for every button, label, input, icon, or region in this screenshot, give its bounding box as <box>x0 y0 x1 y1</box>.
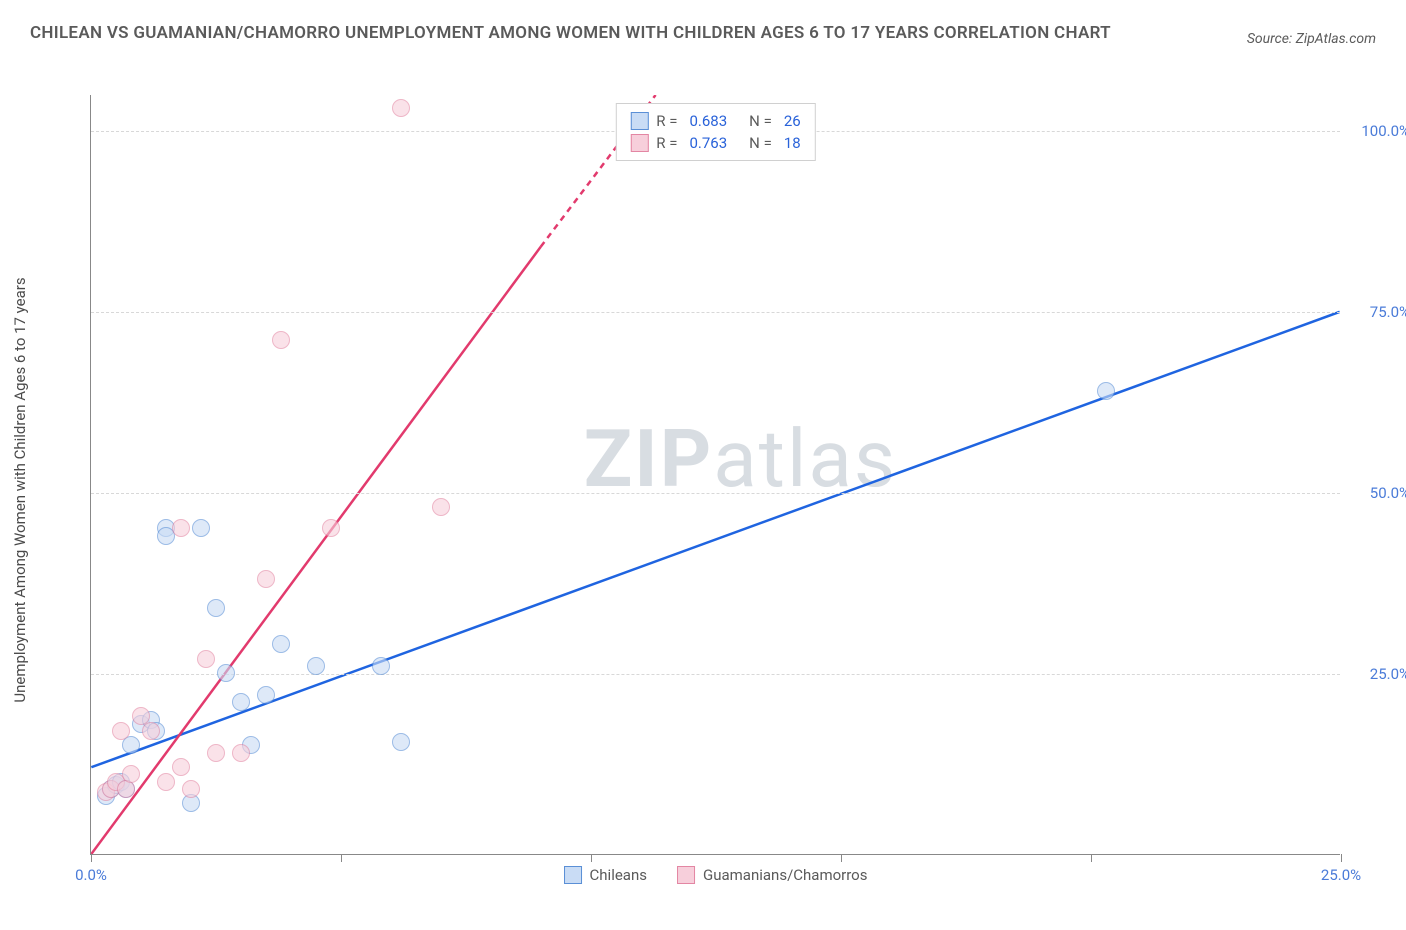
y-tick-label: 50.0% <box>1370 484 1406 502</box>
legend-stat-row: R = 0.683 N = 26 <box>630 110 800 132</box>
trend-line <box>91 247 540 854</box>
scatter-point <box>1097 382 1115 400</box>
x-tick <box>341 854 342 862</box>
legend-r-label: R = <box>656 112 677 130</box>
x-tick <box>591 854 592 862</box>
legend-stats-box: R = 0.683 N = 26 R = 0.763 N = 18 <box>615 103 815 161</box>
scatter-point <box>192 519 210 537</box>
chart-title: CHILEAN VS GUAMANIAN/CHAMORRO UNEMPLOYME… <box>30 20 1111 47</box>
legend-r-value: 0.683 <box>689 112 727 130</box>
scatter-point <box>207 599 225 617</box>
scatter-point <box>182 780 200 798</box>
scatter-point <box>432 498 450 516</box>
legend-r-value: 0.763 <box>689 134 727 152</box>
legend-series: Chileans Guamanians/Chamorros <box>564 866 868 884</box>
legend-swatch <box>677 866 695 884</box>
legend-n-label: N = <box>749 134 772 152</box>
trend-lines-layer <box>91 95 1340 854</box>
scatter-point <box>142 722 160 740</box>
legend-swatch <box>564 866 582 884</box>
scatter-point <box>197 650 215 668</box>
legend-series-item: Chileans <box>564 866 647 884</box>
x-tick-label: 0.0% <box>75 866 107 884</box>
scatter-point <box>232 693 250 711</box>
scatter-point <box>172 519 190 537</box>
legend-n-label: N = <box>749 112 772 130</box>
scatter-point <box>217 664 235 682</box>
y-axis-label: Unemployment Among Women with Children A… <box>11 277 29 702</box>
x-tick-label: 25.0% <box>1321 866 1361 884</box>
scatter-point <box>272 331 290 349</box>
chart-container: Unemployment Among Women with Children A… <box>60 95 1370 885</box>
plot-area: ZIPatlas R =0.683N =26R =0.763N =18 Chil… <box>90 95 1340 855</box>
y-tick-label: 25.0% <box>1370 665 1406 683</box>
grid-line <box>91 674 1340 675</box>
legend-series-label: Chileans <box>590 866 647 884</box>
legend-series-item: Guamanians/Chamorros <box>677 866 867 884</box>
scatter-point <box>172 758 190 776</box>
x-tick <box>1341 854 1342 862</box>
scatter-point <box>157 773 175 791</box>
scatter-point <box>322 519 340 537</box>
legend-n-value: 18 <box>784 134 801 152</box>
scatter-point <box>257 686 275 704</box>
scatter-point <box>207 744 225 762</box>
scatter-point <box>122 765 140 783</box>
legend-swatch <box>630 134 648 152</box>
y-tick-label: 75.0% <box>1370 303 1406 321</box>
legend-n-value: 26 <box>784 112 801 130</box>
scatter-point <box>307 657 325 675</box>
scatter-point <box>112 722 130 740</box>
scatter-point <box>392 99 410 117</box>
x-tick <box>841 854 842 862</box>
y-tick-label: 100.0% <box>1361 122 1406 140</box>
trend-line <box>91 312 1339 767</box>
x-tick <box>91 854 92 862</box>
legend-stat-row: R = 0.763 N = 18 <box>630 132 800 154</box>
x-tick <box>1091 854 1092 862</box>
scatter-point <box>232 744 250 762</box>
legend-series-label: Guamanians/Chamorros <box>703 866 867 884</box>
scatter-point <box>372 657 390 675</box>
scatter-point <box>272 635 290 653</box>
legend-r-label: R = <box>656 134 677 152</box>
grid-line <box>91 312 1340 313</box>
scatter-point <box>392 733 410 751</box>
chart-header: CHILEAN VS GUAMANIAN/CHAMORRO UNEMPLOYME… <box>0 0 1406 57</box>
grid-line <box>91 493 1340 494</box>
legend-swatch <box>630 112 648 130</box>
source-attribution: Source: ZipAtlas.com <box>1247 31 1376 47</box>
scatter-point <box>257 570 275 588</box>
